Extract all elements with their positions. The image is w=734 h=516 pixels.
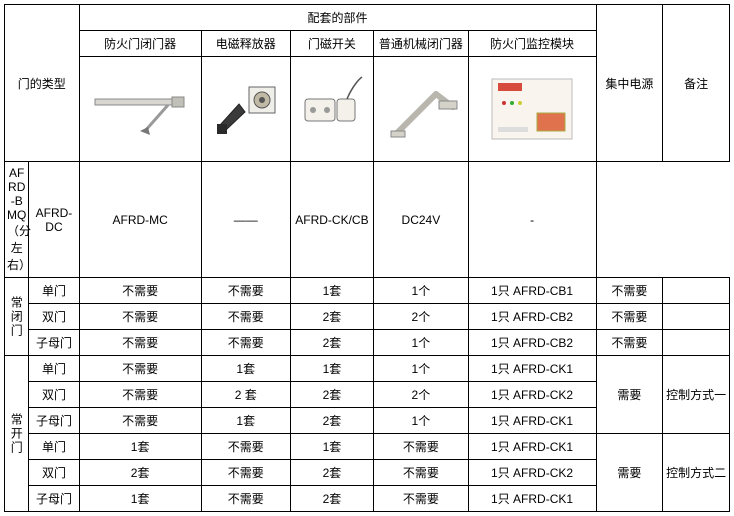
header-col1: 防火门闭门器 [79, 31, 201, 57]
no1-mother-c2: 1套 [201, 408, 290, 434]
nc-single-c6: 不需要 [596, 278, 663, 304]
nc-single-label: 单门 [29, 278, 79, 304]
no1-single-c5: 1只 AFRD-CK1 [468, 356, 596, 382]
header-col5: 防火门监控模块 [468, 31, 596, 57]
nc-single-c7 [663, 278, 730, 304]
header-door-type: 门的类型 [5, 5, 80, 162]
header-parts-group: 配套的部件 [79, 5, 596, 31]
no1-double-label: 双门 [29, 382, 79, 408]
no2-mother-label: 子母门 [29, 486, 79, 512]
no1-single-c1: 不需要 [79, 356, 201, 382]
no2-mother-c1: 1套 [79, 486, 201, 512]
model-col7: - [468, 162, 596, 278]
nc-single-c4: 1个 [374, 278, 469, 304]
no2-double-c4: 不需要 [374, 460, 469, 486]
nc-single-c1: 不需要 [79, 278, 201, 304]
header-col2: 电磁释放器 [201, 31, 290, 57]
nc-double-c2: 不需要 [201, 304, 290, 330]
no2-mother-c4: 不需要 [374, 486, 469, 512]
nc-mother-c3: 2套 [290, 330, 373, 356]
header-power: 集中电源 [596, 5, 663, 162]
no1-double-c1: 不需要 [79, 382, 201, 408]
model-col6: DC24V [374, 162, 469, 278]
no1-c6: 需要 [596, 356, 663, 434]
nc-double-c7 [663, 304, 730, 330]
no2-single-c5: 1只 AFRD-CK1 [468, 434, 596, 460]
nc-double-c5: 1只 AFRD-CB2 [468, 304, 596, 330]
model-col5: AFRD-CK/CB [290, 162, 373, 278]
image-col2 [201, 57, 290, 162]
no1-mother-label: 子母门 [29, 408, 79, 434]
no2-single-label: 单门 [29, 434, 79, 460]
image-col4 [374, 57, 469, 162]
nc-double-label: 双门 [29, 304, 79, 330]
no2-double-c3: 2套 [290, 460, 373, 486]
no2-single-c2: 不需要 [201, 434, 290, 460]
config-table: 门的类型 配套的部件 集中电源 备注 防火门闭门器 电磁释放器 门磁开关 普通机… [4, 4, 730, 512]
no1-single-label: 单门 [29, 356, 79, 382]
header-col3: 门磁开关 [290, 31, 373, 57]
no2-mother-c2: 不需要 [201, 486, 290, 512]
nc-mother-c4: 1个 [374, 330, 469, 356]
no2-double-c5: 1只 AFRD-CK2 [468, 460, 596, 486]
no1-double-c2: 2 套 [201, 382, 290, 408]
model-col4: —— [201, 162, 290, 278]
model-col2: AFRD-DC [29, 162, 79, 278]
no1-double-c4: 2个 [374, 382, 469, 408]
no1-c7: 控制方式一 [663, 356, 730, 434]
nc-double-c4: 2个 [374, 304, 469, 330]
image-col1 [79, 57, 201, 162]
no2-double-label: 双门 [29, 460, 79, 486]
nc-mother-c1: 不需要 [79, 330, 201, 356]
no1-mother-c4: 1个 [374, 408, 469, 434]
nc-single-c2: 不需要 [201, 278, 290, 304]
header-remark: 备注 [663, 5, 730, 162]
no1-double-c5: 1只 AFRD-CK2 [468, 382, 596, 408]
image-col3 [290, 57, 373, 162]
nc-mother-c7 [663, 330, 730, 356]
group-normally-open: 常开门 [5, 356, 29, 512]
no1-mother-c5: 1只 AFRD-CK1 [468, 408, 596, 434]
nc-mother-c5: 1只 AFRD-CB2 [468, 330, 596, 356]
nc-mother-c2: 不需要 [201, 330, 290, 356]
no1-single-c2: 1套 [201, 356, 290, 382]
group-normally-closed: 常闭门 [5, 278, 29, 356]
no2-single-c4: 不需要 [374, 434, 469, 460]
header-col4: 普通机械闭门器 [374, 31, 469, 57]
nc-single-c5: 1只 AFRD-CB1 [468, 278, 596, 304]
nc-single-c3: 1套 [290, 278, 373, 304]
no2-mother-c3: 2套 [290, 486, 373, 512]
no2-mother-c5: 1只 AFRD-CK1 [468, 486, 596, 512]
nc-mother-c6: 不需要 [596, 330, 663, 356]
no2-double-c1: 2套 [79, 460, 201, 486]
no1-single-c3: 1套 [290, 356, 373, 382]
no2-c6: 需要 [596, 434, 663, 512]
no2-single-c3: 1套 [290, 434, 373, 460]
nc-double-c3: 2套 [290, 304, 373, 330]
no2-c7: 控制方式二 [663, 434, 730, 512]
no1-double-c3: 2套 [290, 382, 373, 408]
no1-single-c4: 1个 [374, 356, 469, 382]
model-col3: AFRD-MC [79, 162, 201, 278]
nc-mother-label: 子母门 [29, 330, 79, 356]
model-col1: AFRD-BMQ（分左右） [5, 162, 29, 278]
no2-single-c1: 1套 [79, 434, 201, 460]
no2-double-c2: 不需要 [201, 460, 290, 486]
nc-double-c6: 不需要 [596, 304, 663, 330]
image-col5 [468, 57, 596, 162]
nc-double-c1: 不需要 [79, 304, 201, 330]
no1-mother-c3: 2套 [290, 408, 373, 434]
no1-mother-c1: 不需要 [79, 408, 201, 434]
